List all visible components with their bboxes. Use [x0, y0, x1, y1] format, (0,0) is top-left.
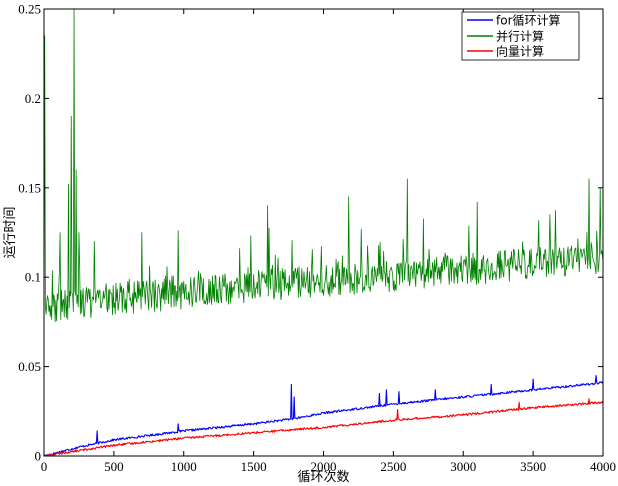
x-tick-label: 2500	[380, 459, 406, 474]
y-axis-label: 运行时间	[3, 206, 18, 258]
y-tick-label: 0.2	[25, 91, 41, 106]
series-line-for-loop	[43, 374, 604, 457]
x-tick-label: 500	[104, 459, 124, 474]
y-tick-label: 0.15	[18, 180, 41, 195]
x-tick-label: 1500	[241, 459, 267, 474]
x-tick-label: 3500	[520, 459, 546, 474]
legend-label-parallel: 并行计算	[496, 29, 544, 44]
y-tick-label: 0.1	[25, 270, 41, 285]
y-tick-label: 0.25	[18, 2, 41, 17]
x-axis-label: 循环次数	[297, 469, 349, 485]
x-tick-label: 1000	[171, 459, 197, 474]
series-line-parallel	[43, 8, 604, 331]
x-tick-label: 2000	[311, 459, 337, 474]
series-line-vector	[44, 398, 604, 457]
y-tick-label: 0.05	[18, 359, 41, 374]
y-tick-label: 0	[35, 449, 42, 464]
y-axis: 0 0.05 0.1 0.15 0.2 0.25	[18, 2, 603, 464]
x-tick-label: 3000	[450, 459, 476, 474]
legend-label-for: for循环计算	[496, 13, 561, 28]
x-axis: 0 500 1000 1500 2000 2500 3000 3500 4000	[41, 9, 616, 474]
legend: for循环计算 并行计算 向量计算	[461, 11, 580, 61]
legend-label-vector: 向量计算	[496, 44, 544, 59]
x-tick-label: 4000	[590, 459, 616, 474]
x-tick-label: 0	[41, 459, 48, 474]
plot-area	[44, 9, 603, 456]
series-layer	[43, 8, 604, 457]
